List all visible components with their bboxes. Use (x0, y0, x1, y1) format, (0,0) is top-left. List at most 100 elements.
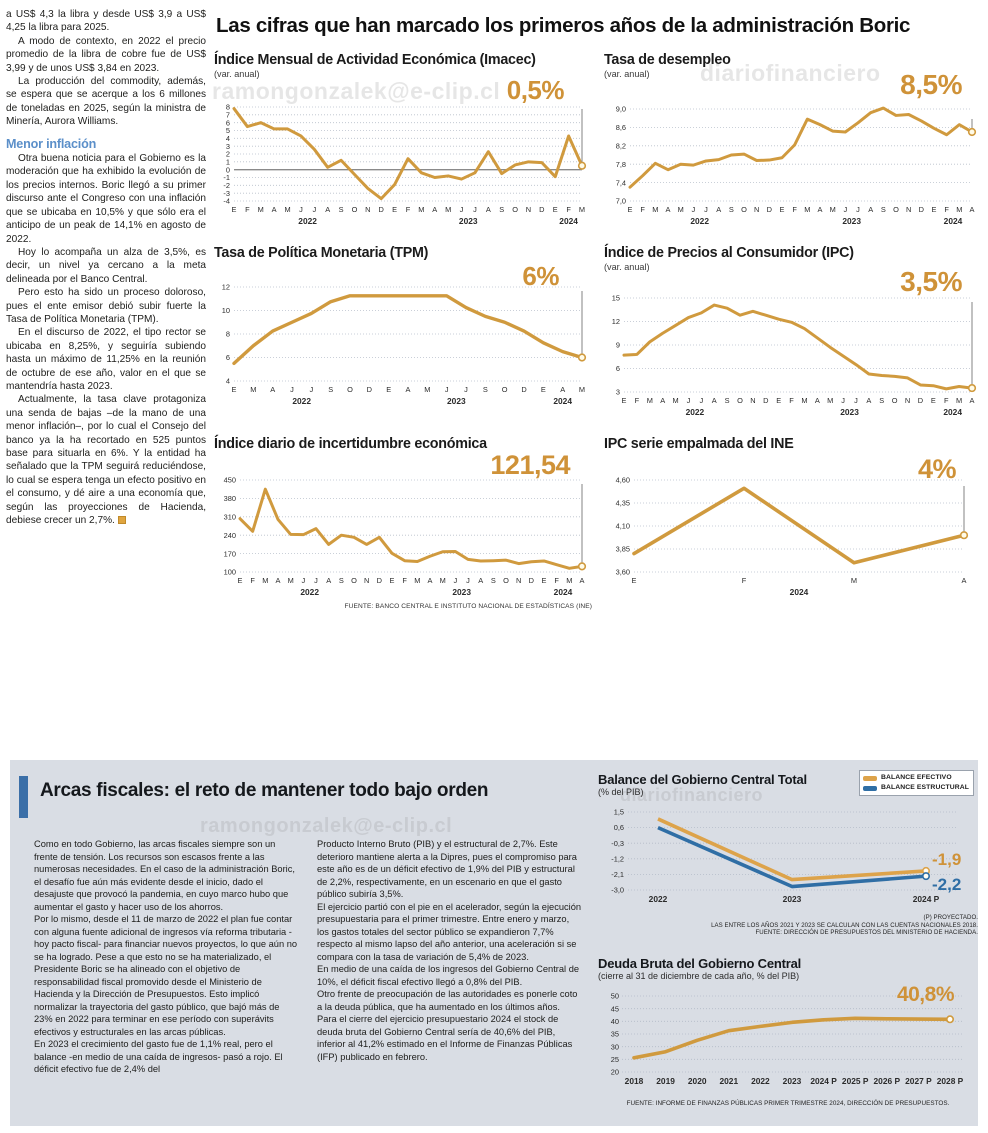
svg-text:J: J (299, 205, 303, 214)
fiscal-text-columns: Como en todo Gobierno, las arcas fiscale… (34, 838, 582, 1076)
svg-text:J: J (301, 576, 305, 585)
svg-text:A: A (716, 205, 721, 214)
svg-text:F: F (554, 576, 559, 585)
svg-text:8,6: 8,6 (616, 123, 626, 132)
fiscal-charts: Balance del Gobierno Central Total (% de… (598, 760, 978, 1126)
chart-deuda-bruta: Deuda Bruta del Gobierno Central (cierre… (598, 956, 978, 1107)
source-line: FUENTE: DIRECCIÓN DE PRESUPUESTOS DEL MI… (755, 929, 978, 937)
svg-text:J: J (445, 385, 449, 394)
chart-callout-value: 8,5% (900, 69, 962, 100)
svg-text:240: 240 (224, 531, 236, 540)
svg-text:A: A (272, 205, 277, 214)
svg-text:A: A (428, 576, 433, 585)
svg-text:M: M (288, 576, 294, 585)
svg-text:20: 20 (611, 1068, 619, 1077)
svg-text:J: J (699, 396, 703, 405)
chart-callout-value: 40,8% (896, 983, 955, 1006)
svg-text:9: 9 (616, 341, 620, 350)
fiscal-paragraph: Como en todo Gobierno, las arcas fiscale… (34, 839, 295, 912)
svg-text:J: J (841, 396, 845, 405)
svg-text:N: N (750, 396, 755, 405)
svg-text:2024 P: 2024 P (810, 1076, 837, 1086)
svg-text:A: A (486, 205, 491, 214)
charts-area: Las cifras que han marcado los primeros … (214, 8, 984, 610)
svg-text:15: 15 (612, 294, 620, 303)
svg-text:2: 2 (226, 150, 230, 159)
svg-text:9,0: 9,0 (616, 105, 626, 114)
chart-title: Tasa de desempleo (604, 52, 731, 68)
svg-text:M: M (414, 576, 420, 585)
fiscal-column-1: Como en todo Gobierno, las arcas fiscale… (34, 838, 299, 1076)
svg-text:3,60: 3,60 (616, 568, 630, 577)
svg-text:8,2: 8,2 (616, 142, 626, 151)
chart-title: Balance del Gobierno Central Total (598, 772, 807, 787)
fiscal-paragraph: Por lo mismo, desde el 11 de marzo de 20… (34, 914, 298, 1037)
svg-text:-2: -2 (223, 181, 230, 190)
svg-text:J: J (854, 396, 858, 405)
svg-text:F: F (406, 205, 411, 214)
chart-ipc: Índice de Precios al Consumidor (IPC) (v… (604, 245, 982, 422)
svg-text:380: 380 (224, 494, 236, 503)
chart-tpm: Tasa de Política Monetaria (TPM) 6% 12 10… (214, 245, 592, 422)
article-subheading: Menor inflación (6, 136, 97, 151)
svg-text:S: S (499, 205, 504, 214)
svg-text:M: M (956, 205, 962, 214)
svg-text:S: S (491, 576, 496, 585)
svg-text:2022: 2022 (298, 216, 317, 226)
legend-swatch-icon (863, 785, 877, 791)
svg-text:2024: 2024 (553, 396, 572, 406)
svg-text:2024: 2024 (943, 407, 962, 417)
fiscal-article: Arcas fiscales: el reto de mantener todo… (10, 760, 590, 1126)
svg-text:2020: 2020 (688, 1076, 707, 1086)
chart-plot-area: 4% 4,60 4,35 4,10 3,85 3,60 E F M A 2024 (604, 454, 982, 602)
svg-text:M: M (647, 396, 653, 405)
chart-title: Índice Mensual de Actividad Económica (I… (214, 52, 536, 68)
top-infographic-section: ramongonzalek@e-clip.cl diariofinanciero… (6, 8, 984, 610)
svg-text:30: 30 (611, 1042, 619, 1051)
svg-text:E: E (232, 205, 237, 214)
svg-text:J: J (843, 205, 847, 214)
svg-text:2025 P: 2025 P (842, 1076, 869, 1086)
svg-text:M: M (262, 576, 268, 585)
svg-text:E: E (542, 576, 547, 585)
svg-text:A: A (325, 205, 330, 214)
svg-text:D: D (521, 385, 526, 394)
svg-text:-0,3: -0,3 (611, 839, 624, 848)
svg-text:N: N (526, 205, 531, 214)
svg-text:6: 6 (226, 118, 230, 127)
svg-text:A: A (326, 576, 331, 585)
svg-text:E: E (390, 576, 395, 585)
svg-text:M: M (418, 205, 424, 214)
svg-text:N: N (365, 205, 370, 214)
svg-text:F: F (566, 205, 571, 214)
source-line: LAS ENTRE LOS AÑOS 2021 Y 2023 SE CALCUL… (711, 921, 978, 929)
svg-text:O: O (892, 396, 898, 405)
legend-label: BALANCE EFECTIVO (881, 774, 952, 781)
svg-text:M: M (956, 396, 962, 405)
svg-text:5: 5 (226, 126, 230, 135)
article-paragraph: Hoy lo acompaña un alza de 3,5%, es deci… (6, 246, 206, 285)
svg-text:S: S (725, 396, 730, 405)
fiscal-paragraph: En 2023 el crecimiento del gasto fue de … (34, 1039, 283, 1074)
svg-text:E: E (628, 205, 633, 214)
svg-text:7,0: 7,0 (616, 197, 626, 206)
svg-text:M: M (579, 385, 585, 394)
svg-text:E: E (541, 385, 546, 394)
svg-text:J: J (464, 385, 468, 394)
svg-text:4: 4 (226, 377, 230, 386)
fiscal-paragraph: En medio de una caída de los ingresos de… (317, 964, 580, 987)
svg-text:J: J (312, 205, 316, 214)
fiscal-paragraph: Para el cierre del ejercicio presupuesta… (317, 1014, 573, 1062)
svg-text:F: F (635, 396, 640, 405)
svg-text:M: M (827, 396, 833, 405)
svg-text:2021: 2021 (719, 1076, 738, 1086)
legend-label: BALANCE ESTRUCTURAL (881, 784, 969, 791)
svg-text:F: F (402, 576, 407, 585)
chart-callout-value: 121,54 (490, 450, 570, 480)
svg-text:A: A (406, 385, 411, 394)
article-paragraph: La producción del commodity, además, se … (6, 76, 206, 128)
svg-text:2023: 2023 (783, 1076, 802, 1086)
svg-text:F: F (944, 396, 949, 405)
svg-text:S: S (339, 205, 344, 214)
svg-text:F: F (245, 205, 250, 214)
